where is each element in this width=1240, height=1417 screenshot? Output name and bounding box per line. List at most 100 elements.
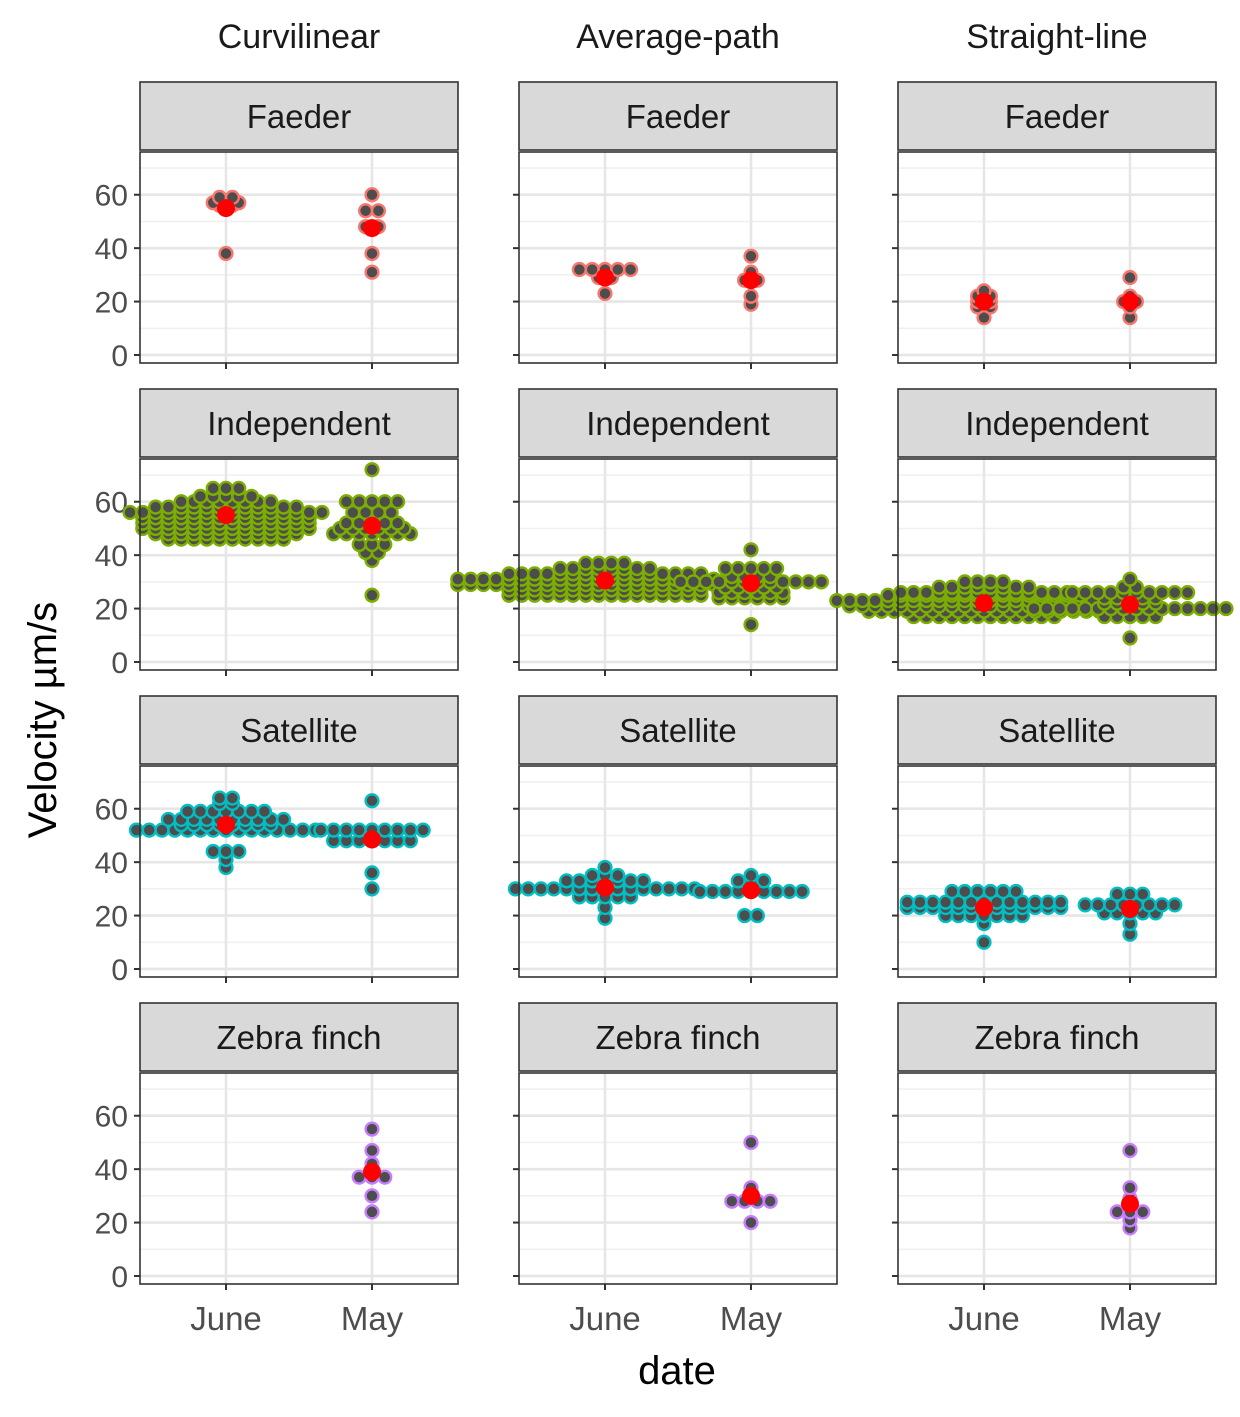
strip-box xyxy=(518,81,838,151)
plot-background xyxy=(140,459,458,670)
panel-border xyxy=(139,458,459,671)
data-point xyxy=(944,883,960,900)
data-point xyxy=(571,873,588,889)
mean-point xyxy=(596,268,614,287)
data-point xyxy=(558,873,575,889)
plot-background xyxy=(519,152,837,363)
strip-label: Satellite xyxy=(619,712,736,749)
data-point xyxy=(1039,600,1055,617)
data-point xyxy=(338,822,355,838)
data-point xyxy=(976,309,992,326)
data-point xyxy=(584,867,600,884)
data-point xyxy=(1192,600,1209,617)
mean-point xyxy=(363,1162,381,1181)
data-point xyxy=(313,822,329,838)
data-point xyxy=(364,462,380,478)
strip-label: Independent xyxy=(965,405,1149,442)
data-point xyxy=(711,574,727,590)
data-point xyxy=(351,494,367,510)
data-point xyxy=(743,560,759,577)
data-point xyxy=(616,555,632,571)
data-point xyxy=(969,883,986,900)
data-point xyxy=(288,499,305,515)
data-point xyxy=(969,574,986,590)
data-point xyxy=(128,822,145,838)
panel-faeder-average-path: Faeder xyxy=(513,81,838,369)
panel-zebra-finch-curvilinear: Zebra finch 0 20 40 60 June May xyxy=(95,1002,459,1337)
strip-label: Satellite xyxy=(240,712,357,749)
data-point xyxy=(642,560,658,577)
data-point xyxy=(1154,584,1170,601)
data-point xyxy=(390,515,406,531)
mean-point xyxy=(1121,595,1139,614)
data-point xyxy=(736,907,753,924)
data-point xyxy=(622,873,639,889)
data-point xyxy=(899,894,915,910)
data-point xyxy=(358,203,374,219)
data-point xyxy=(539,566,556,582)
data-point xyxy=(925,894,941,910)
plot-background xyxy=(519,1073,837,1284)
data-point xyxy=(1040,894,1056,910)
data-point xyxy=(957,883,973,900)
data-point xyxy=(180,803,196,820)
data-point xyxy=(610,261,626,278)
y-tick-label: 20 xyxy=(95,594,128,627)
panel-border xyxy=(518,765,838,978)
data-point xyxy=(743,616,759,633)
column-title-straight-line: Straight-line xyxy=(966,18,1147,56)
mean-point xyxy=(975,594,993,613)
data-point xyxy=(867,592,883,609)
data-point xyxy=(610,867,626,884)
data-point xyxy=(905,584,922,601)
data-point xyxy=(501,566,517,582)
data-point xyxy=(597,859,613,876)
data-point xyxy=(383,504,399,521)
plot-background xyxy=(898,459,1216,670)
data-point xyxy=(578,555,594,571)
panel-border xyxy=(518,458,838,671)
mean-point xyxy=(742,574,760,593)
strip-box xyxy=(518,388,838,458)
data-point xyxy=(685,574,702,590)
data-point xyxy=(160,499,177,515)
data-point xyxy=(301,504,317,521)
data-point xyxy=(1122,630,1138,646)
strip-label: Independent xyxy=(586,405,770,442)
y-tick-label: 40 xyxy=(95,233,128,266)
x-tick-label: May xyxy=(1099,1300,1162,1337)
strip-label: Faeder xyxy=(626,98,731,135)
data-point xyxy=(629,560,645,577)
data-point xyxy=(1046,584,1063,601)
data-point xyxy=(565,560,581,577)
data-point xyxy=(1064,600,1081,617)
data-point xyxy=(218,480,234,496)
data-point xyxy=(1027,894,1043,910)
data-point xyxy=(880,587,896,603)
data-point xyxy=(995,883,1011,900)
y-tick-label: 40 xyxy=(95,847,128,880)
data-point xyxy=(1064,584,1081,601)
data-point xyxy=(893,584,909,601)
strip-box xyxy=(139,1002,459,1072)
data-point xyxy=(122,504,138,521)
strip-label: Zebra finch xyxy=(974,1019,1139,1056)
data-point xyxy=(338,494,355,510)
y-tick-label: 0 xyxy=(111,340,128,373)
data-point xyxy=(762,1193,778,1209)
strip-box xyxy=(897,1002,1217,1072)
data-point xyxy=(326,822,342,838)
mean-point xyxy=(363,219,381,238)
data-point xyxy=(590,555,607,571)
data-point xyxy=(256,803,273,820)
panel-satellite-average-path: Satellite xyxy=(507,695,838,983)
panel-border xyxy=(139,1072,459,1285)
mean-point xyxy=(742,1186,760,1205)
data-point xyxy=(1021,579,1037,595)
data-point xyxy=(1154,897,1170,913)
plot-background xyxy=(519,766,837,977)
data-point xyxy=(918,584,935,601)
data-point xyxy=(1008,883,1024,900)
data-point xyxy=(654,566,671,582)
data-point xyxy=(552,560,568,577)
